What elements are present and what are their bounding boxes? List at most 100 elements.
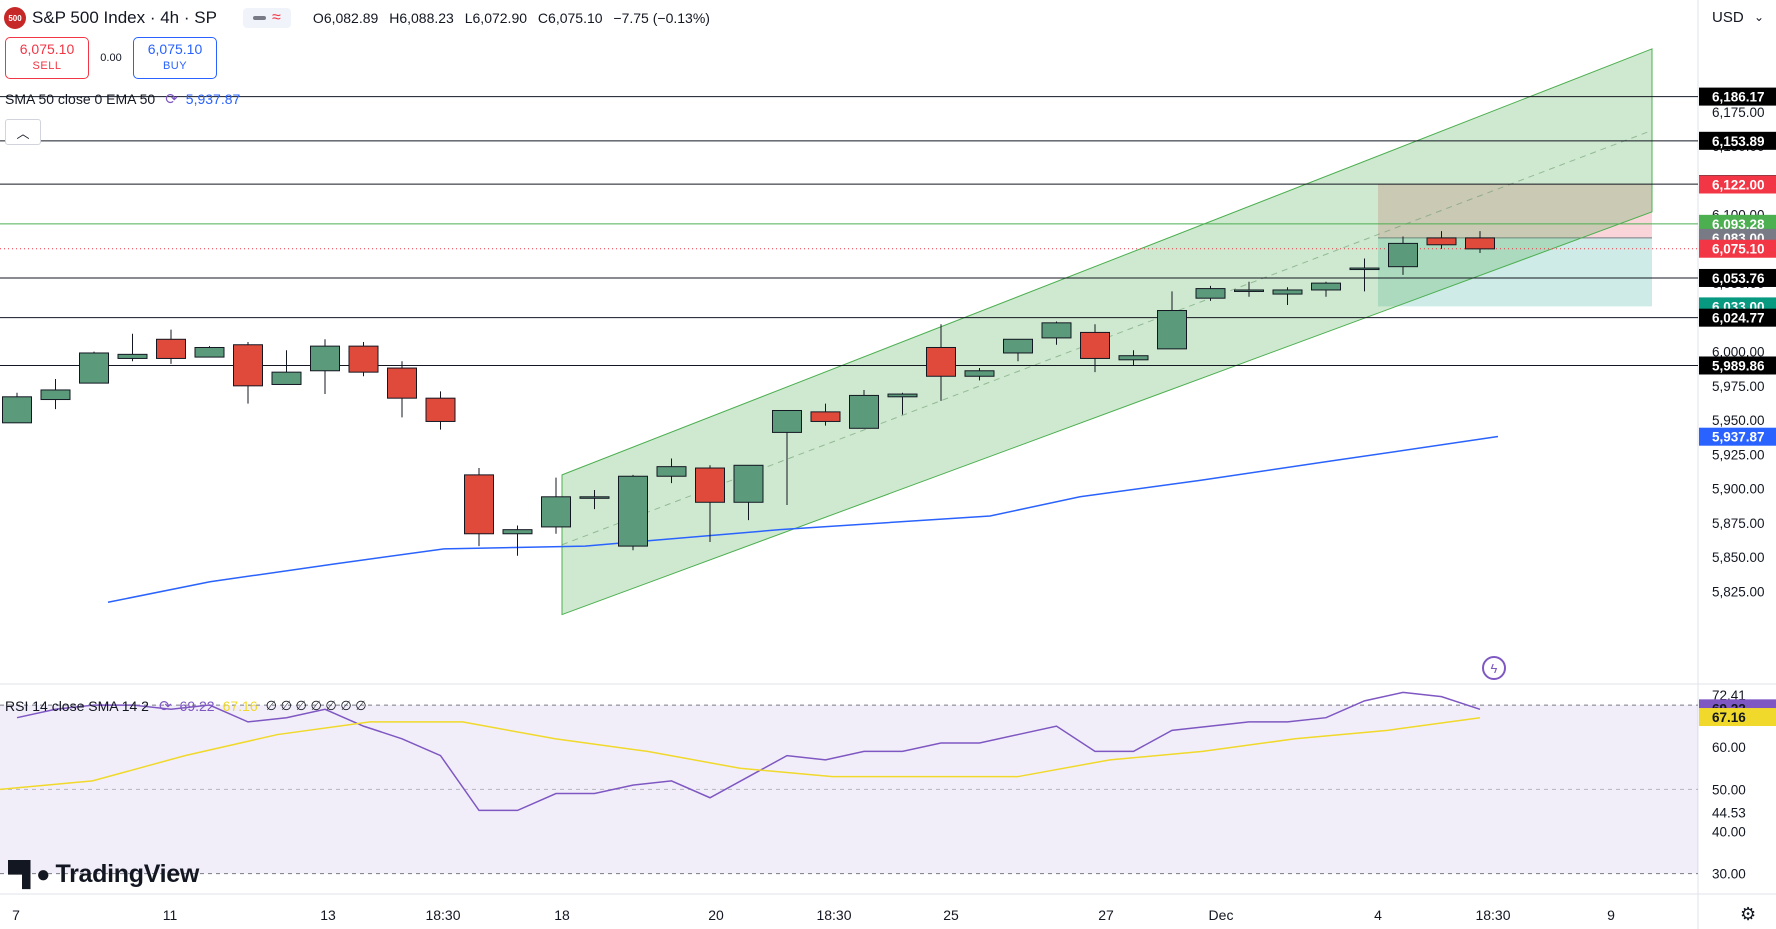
candle	[1426, 231, 1457, 249]
candle	[541, 477, 571, 534]
sell-button[interactable]: 6,075.10 SELL	[5, 37, 89, 79]
time-tick-label: 18:30	[1475, 907, 1510, 923]
candle-body	[656, 466, 687, 477]
time-tick-label: 18:30	[816, 907, 851, 923]
rsi-indicator-legend[interactable]: RSI 14 close SMA 14 2 ⟳ 69.22 67.16 ∅ ∅ …	[5, 697, 367, 715]
candle	[2, 392, 32, 424]
price-label-text: 6,186.17	[1712, 90, 1765, 105]
candle-body	[1465, 237, 1495, 250]
candle	[964, 368, 995, 381]
price-label-box	[1699, 214, 1776, 233]
price-label-text: 5,989.86	[1712, 358, 1765, 373]
tradingview-mark-icon: ▀▌●	[8, 860, 50, 888]
time-tick-label: 13	[320, 907, 336, 923]
candle-body	[926, 346, 956, 377]
price-label-text: 6,153.89	[1712, 134, 1765, 149]
candle-body	[348, 345, 379, 373]
close-value: 6,075.10	[548, 10, 603, 26]
candle-body	[502, 529, 533, 535]
sell-label: SELL	[32, 60, 62, 72]
time-tick-label: 9	[1607, 907, 1615, 923]
price-tick-label: 5,825.00	[1712, 584, 1765, 599]
rsi-sma-line	[0, 716, 1481, 791]
candle-body	[156, 338, 186, 359]
candle	[849, 389, 879, 429]
parallel-channel	[561, 48, 1653, 616]
collapse-legend-button[interactable]: ︿	[5, 119, 41, 145]
sma-indicator-value: 5,937.87	[185, 91, 241, 107]
price-tick-label: 6,000.00	[1712, 345, 1765, 360]
chevron-down-icon: ⌄	[1753, 10, 1764, 24]
rsi-tick-label: 72.41	[1712, 688, 1746, 703]
candle	[1388, 236, 1418, 275]
candle	[733, 464, 764, 521]
candle	[271, 350, 302, 385]
rsi-line	[16, 691, 1481, 812]
rsi-label-box	[1699, 708, 1776, 727]
candle-body	[1118, 355, 1149, 361]
price-label-box	[1699, 175, 1776, 194]
candle	[579, 489, 610, 510]
sma-indicator-name: SMA 50 close 0 EMA 50	[5, 91, 156, 107]
refresh-icon[interactable]: ⟳	[158, 698, 172, 715]
candle-body	[1195, 288, 1226, 299]
candle-body	[1426, 237, 1457, 246]
candle	[1234, 281, 1264, 297]
candle-body	[1157, 310, 1187, 350]
candle	[194, 346, 225, 358]
symbol-badge[interactable]: 500	[4, 7, 26, 29]
candle	[310, 339, 340, 395]
price-label-text: 6,053.76	[1712, 271, 1765, 286]
rsi-tick-label: 30.00	[1712, 867, 1746, 882]
price-tick-label: 5,875.00	[1712, 516, 1765, 531]
price-tick-label: 6,175.00	[1712, 105, 1765, 120]
candle-body	[772, 409, 802, 433]
candle-body	[2, 396, 32, 424]
ohlc-legend: O6,082.89 H6,088.23 L6,072.90 C6,075.10 …	[312, 10, 710, 26]
candle	[1311, 281, 1341, 297]
candle-body	[695, 467, 725, 503]
candle-body	[541, 496, 571, 528]
candle	[425, 391, 456, 430]
candle-body	[464, 474, 494, 535]
buy-button[interactable]: 6,075.10 BUY	[133, 37, 217, 79]
change-value: −7.75 (−0.13%)	[613, 10, 710, 26]
currency-selector[interactable]: USD ⌄	[1704, 2, 1774, 32]
candle	[772, 409, 802, 506]
buy-price: 6,075.10	[147, 41, 203, 57]
candle	[1118, 350, 1149, 366]
candle	[1272, 287, 1303, 306]
candle	[656, 458, 687, 484]
candle	[502, 525, 533, 556]
price-tick-label: 5,900.00	[1712, 482, 1765, 497]
sma-indicator-legend[interactable]: SMA 50 close 0 EMA 50 ⟳ 5,937.87	[5, 90, 240, 108]
price-tick-label: 5,925.00	[1712, 447, 1765, 462]
rsi-indicator-name: RSI 14 close SMA 14 2	[5, 698, 149, 714]
price-label-box	[1699, 356, 1776, 375]
spread-value: 0.00	[100, 52, 122, 64]
rsi-sma-value: 67.16	[222, 698, 258, 714]
candle	[117, 333, 148, 362]
low-value: 6,072.90	[472, 10, 528, 26]
market-status-pill[interactable]: ≈	[242, 8, 291, 28]
open-value: 6,082.89	[323, 10, 379, 26]
gear-icon[interactable]: ⚙	[1740, 904, 1757, 924]
time-tick-label: 25	[943, 907, 959, 923]
candle-body	[964, 370, 995, 377]
refresh-icon[interactable]: ⟳	[165, 91, 178, 108]
price-label-text: 6,122.00	[1712, 177, 1765, 192]
candle-body	[1388, 242, 1418, 268]
sell-price: 6,075.10	[19, 41, 75, 57]
time-tick-label: 11	[163, 907, 178, 923]
symbol-title[interactable]: S&P 500 Index · 4h · SP	[32, 8, 217, 27]
rsi-tick-label: 60.00	[1712, 740, 1746, 755]
candle-body	[1041, 322, 1072, 339]
tradingview-logo[interactable]: ▀▌● TradingView	[8, 860, 199, 889]
price-label-text: 5,937.87	[1712, 430, 1765, 445]
price-label-text: 6,093.28	[1712, 217, 1765, 232]
candle	[810, 403, 841, 426]
bolt-icon[interactable]: ϟ	[1482, 656, 1506, 680]
candle	[1003, 338, 1033, 362]
price-label-text: 6,024.77	[1712, 311, 1765, 326]
